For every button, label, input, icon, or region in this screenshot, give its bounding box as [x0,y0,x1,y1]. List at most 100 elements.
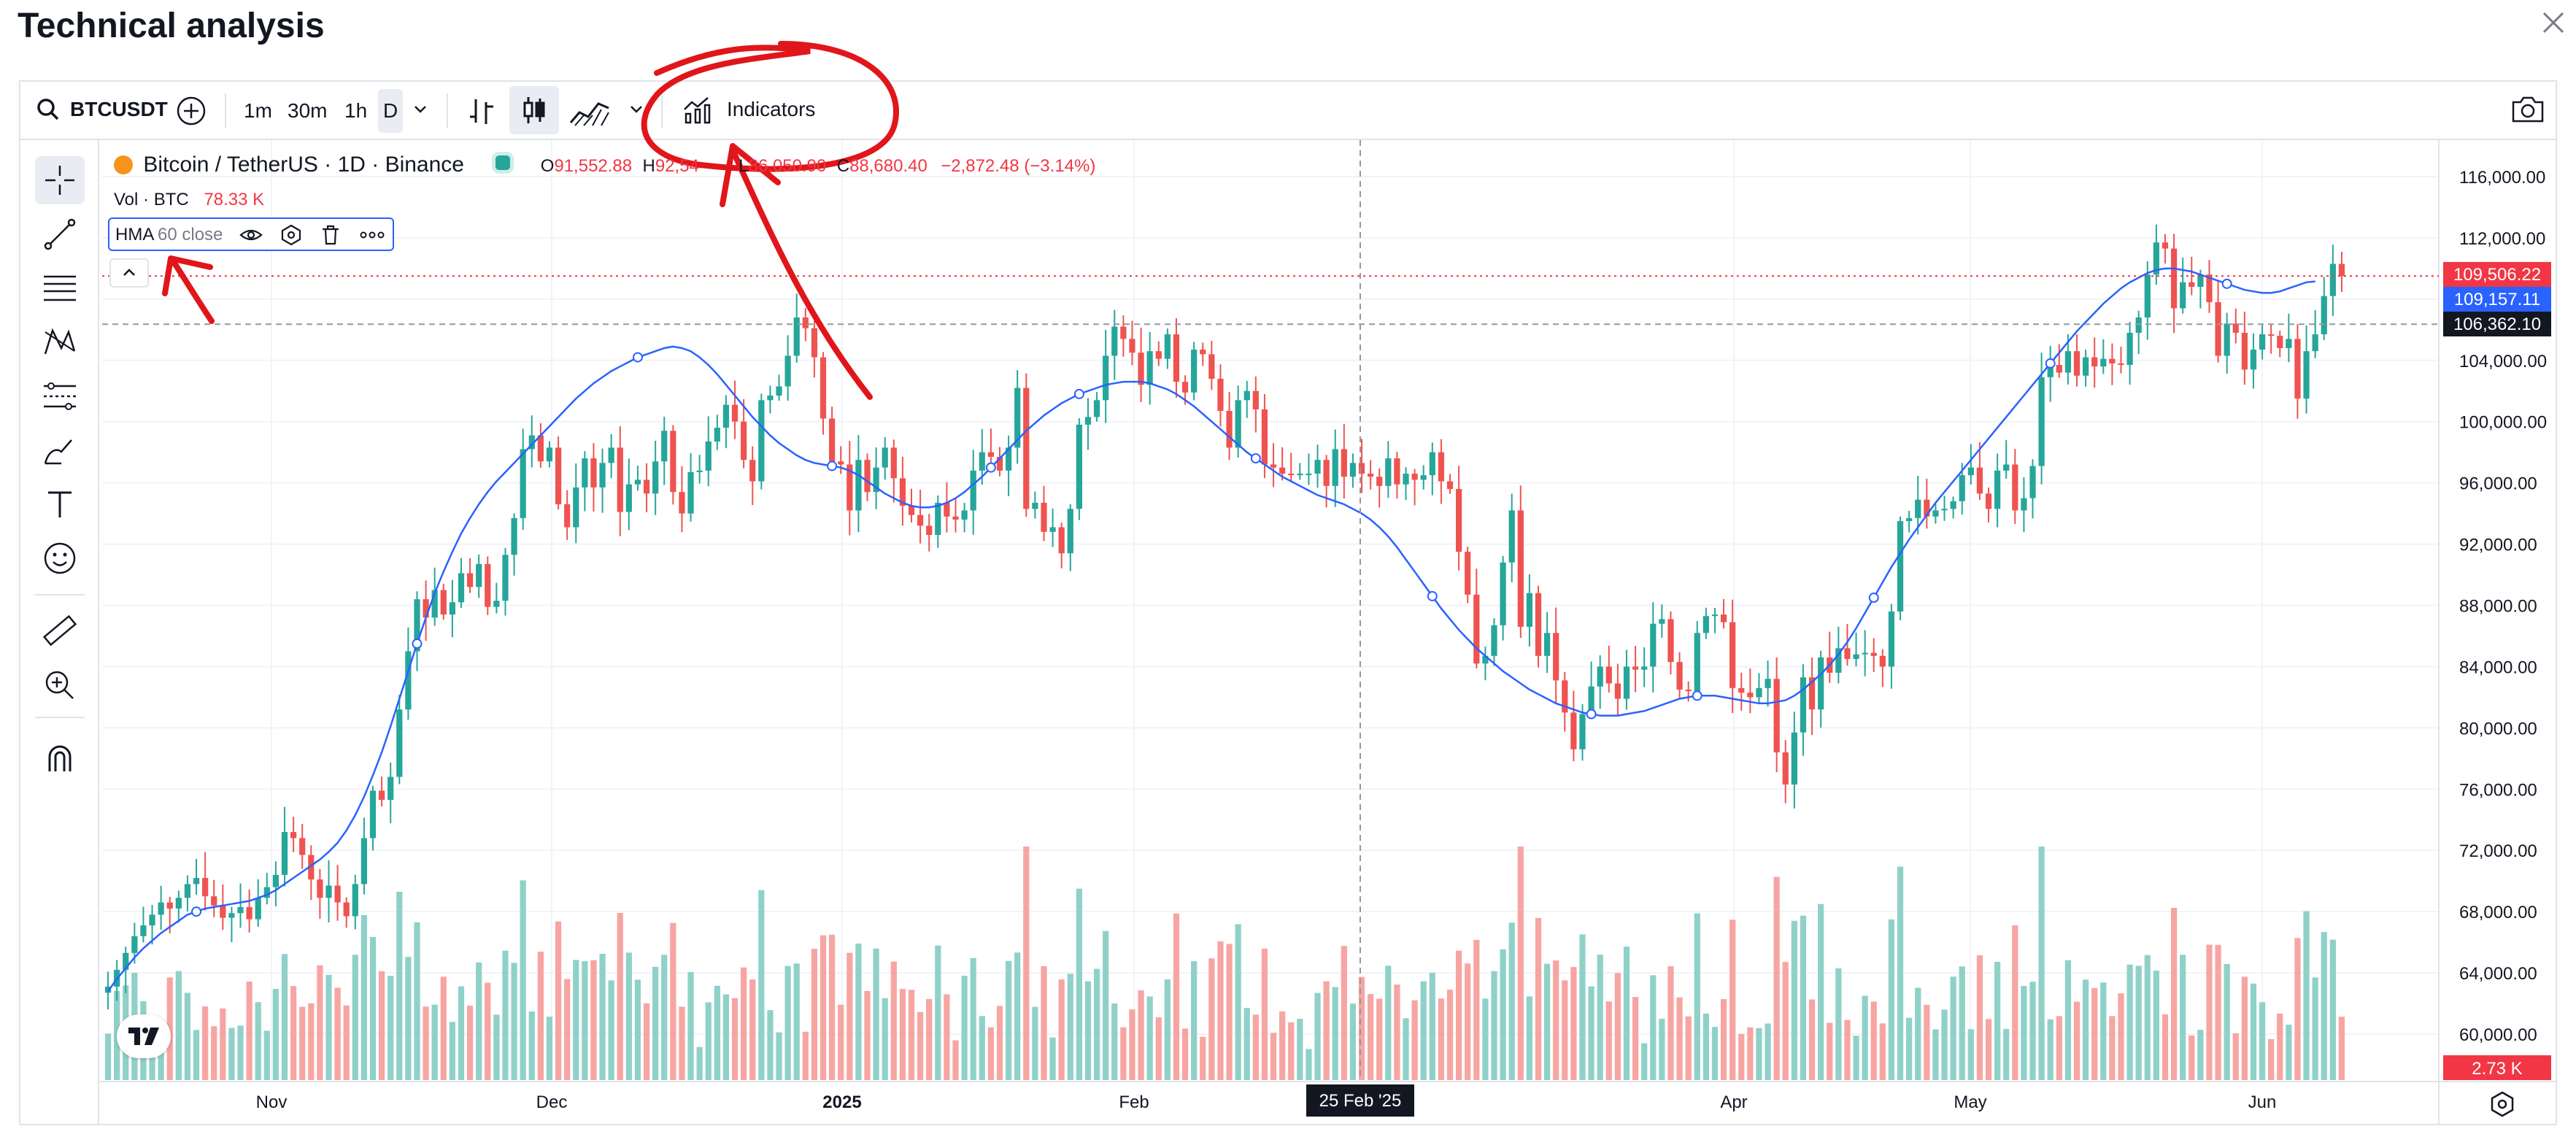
interval-dropdown[interactable] [410,99,431,123]
candle-body [1261,409,1268,465]
crosshair-tool[interactable] [35,156,85,204]
more-icon[interactable] [358,223,387,247]
volume-bar [767,1010,774,1080]
candles-style-button[interactable] [509,86,559,134]
chart-settings-button[interactable] [2488,1090,2516,1122]
crosshair-icon [45,166,74,195]
eye-icon[interactable] [238,223,264,247]
volume-bar [2312,977,2318,1080]
volume-axis-badge-label: 2.73 K [2472,1059,2522,1079]
candle-body [1376,477,1383,486]
interval-d-active[interactable]: D [378,89,403,133]
candle-body [1897,521,1904,612]
compare-button[interactable] [175,95,207,131]
volume-bar [617,912,623,1080]
candle-body [325,885,332,898]
pattern-tool[interactable] [35,318,85,366]
volume-bar [1641,1043,1648,1080]
candle-body [1332,449,1338,486]
volume-bar [528,1011,535,1080]
ruler-tool[interactable] [35,607,85,655]
candle-body [1800,677,1807,733]
candle-body [2153,242,2159,275]
candle-body [1279,467,1286,474]
candle-body [1782,752,1789,785]
tradingview-logo[interactable] [117,1014,171,1058]
candle-body [987,452,995,457]
volume-bar [1482,998,1489,1080]
candle-body [1181,382,1189,393]
volume-bar [1614,973,1621,1080]
chart-grid: 116,000.00112,000.00108,000.00104,000.00… [99,140,2556,1124]
candle-body [2321,296,2327,335]
chevron-up-icon [123,269,135,276]
volume-bar [2189,1035,2195,1080]
symbol-search[interactable]: BTCUSDT [35,96,168,123]
volume-bar [1959,966,1965,1080]
volume-bar [423,1006,429,1080]
volume-bar [1747,1027,1754,1080]
emoji-tool[interactable] [35,534,85,582]
settings-icon[interactable] [279,223,304,247]
candle-body [2180,282,2186,309]
text-tool[interactable] [35,480,85,528]
collapse-legend-button[interactable] [109,258,149,288]
candle-body [334,885,341,903]
open-value: 91,552.88 [554,156,633,176]
volume-bar [2197,1030,2204,1080]
price-tick-label: 104,000.00 [2459,352,2547,371]
candle-body [679,492,685,514]
small-arrowhead-annotation [162,255,213,296]
volume-bar [2091,987,2098,1080]
volume-bar [1791,920,1797,1080]
volume-bar [820,935,827,1080]
chart-type-dropdown[interactable] [626,99,647,123]
volume-bar [1455,950,1462,1080]
volume-bar [1535,917,1542,1080]
prediction-tool[interactable] [35,372,85,420]
candle-body [590,458,597,487]
volume-bar [564,979,571,1080]
candle-body [237,906,244,914]
bar-style-button[interactable] [466,95,498,131]
snapshot-button[interactable] [2510,93,2545,129]
area-style-button[interactable] [569,93,610,132]
volume-bar [2029,982,2036,1080]
candle-body [1243,390,1250,401]
brush-tool[interactable] [35,426,85,474]
interval-1m[interactable]: 1m [244,99,272,122]
candle-body [1032,502,1038,509]
volume-bar [1508,922,1515,1080]
volume-bar [944,994,950,1080]
interval-1h[interactable]: 1h [344,99,368,122]
symbol-legend: Bitcoin / TetherUS · 1D · Binance O91,55… [114,152,1095,177]
indicators-button[interactable]: Indicators [682,93,815,126]
volume-bar [1985,1019,1992,1080]
candle-body [2082,357,2089,376]
hma-indicator-legend[interactable]: HMA 60 close [108,217,394,251]
arrowhead-annotation [720,143,781,207]
candle-body [1879,655,1886,667]
interval-30m[interactable]: 30m [288,99,328,122]
candle-body [1765,679,1771,688]
magnet-tool[interactable] [35,736,85,784]
hma-marker [632,352,643,363]
zoom-tool[interactable] [35,661,85,709]
chevron-down-icon [630,106,642,113]
volume-bar [996,1006,1003,1080]
candle-body [582,458,588,487]
fib-tool[interactable] [35,264,85,312]
candle-body [784,355,791,387]
candle-body [2073,351,2081,376]
volume-bar [237,1025,244,1080]
trend-line-tool[interactable] [35,210,85,258]
trash-icon[interactable] [320,223,342,247]
time-tick-label: Nov [256,1092,288,1112]
candle-body [1773,679,1780,752]
candle-body [1967,467,1974,476]
volume-bar [184,993,191,1080]
close-button[interactable] [2538,7,2569,38]
price-tick-label: 72,000.00 [2459,841,2537,861]
volume-bar [829,934,836,1080]
hma-markers [191,278,2232,917]
